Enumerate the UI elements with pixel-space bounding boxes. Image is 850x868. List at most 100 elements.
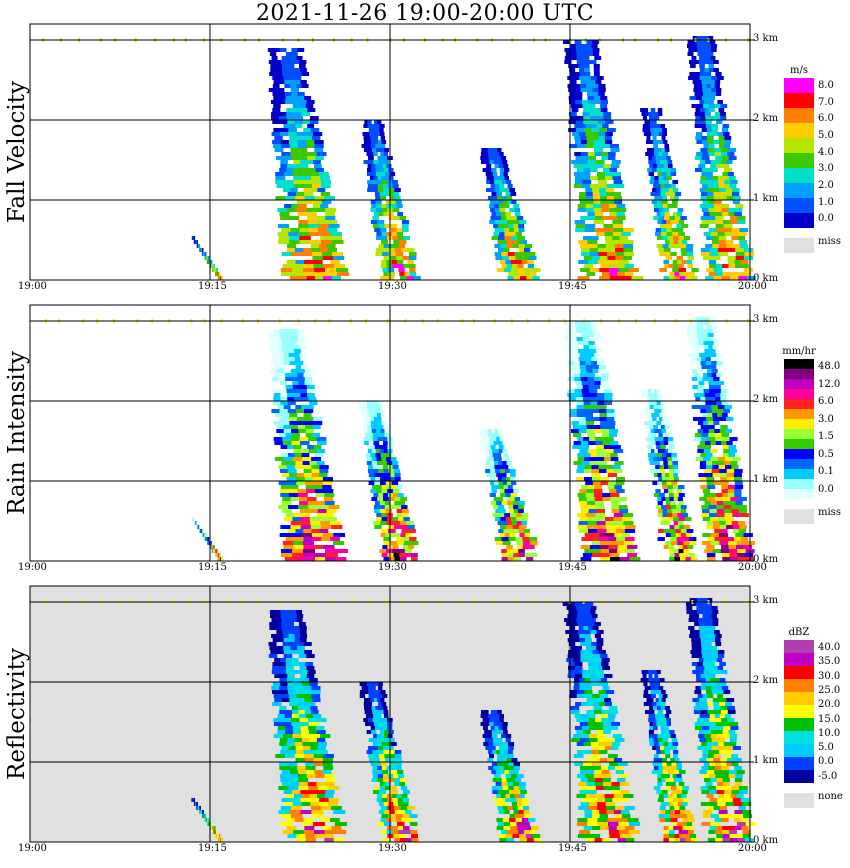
colorbar-swatch [784,429,814,439]
colorbar-label: 4.0 [818,146,834,158]
colorbar-swatch [784,705,814,718]
colorbar-swatch [784,489,814,499]
reflectivity-frame [29,585,751,843]
height-tick-label: 3 km [753,33,779,44]
colorbar-miss-label: none [818,791,843,802]
colorbar-label: 7.0 [818,96,834,108]
x-tick-label: 19:00 [18,562,47,573]
colorbar-miss-swatch [784,509,814,524]
colorbar-label: 3.0 [818,413,834,425]
colorbar-swatch [784,359,814,369]
x-tick-label: 19:30 [378,562,407,573]
height-tick-label: 0 km [753,273,779,284]
reflectivity-ylabel: Reflectivity [4,648,30,780]
x-tick-label: 19:30 [378,843,407,854]
rain-intensity-ylabel: Rain Intensity [4,351,30,515]
colorbar-label: 10.0 [818,727,841,739]
height-tick-label: 2 km [753,394,779,405]
colorbar-miss-label: miss [818,236,841,247]
colorbar-swatch [784,78,814,93]
colorbar-label: 35.0 [818,656,841,668]
colorbar-swatch [784,744,814,757]
colorbar-label: 25.0 [818,684,841,696]
height-tick-label: 2 km [753,675,779,686]
height-tick-label: 0 km [753,554,779,565]
colorbar-swatch [784,93,814,108]
colorbar-label: 2.0 [818,180,834,191]
colorbar-swatch [784,692,814,705]
colorbar-label: 12.0 [818,378,841,390]
colorbar-label: 0.0 [818,756,834,768]
colorbar-swatch [784,459,814,469]
colorbar-swatch [784,439,814,449]
colorbar-swatch [784,213,814,228]
colorbar-swatch [784,469,814,479]
colorbar-swatch [784,666,814,679]
colorbar-label: 0.0 [818,213,834,225]
x-tick-label: 19:00 [18,281,47,292]
fall-velocity-frame [29,23,751,281]
colorbar-label: 0.5 [818,448,834,460]
colorbar-label: 5.0 [818,742,834,754]
colorbar-label: 8.0 [818,80,834,91]
colorbar-swatch [784,369,814,379]
x-tick-label: 19:45 [558,843,587,854]
fall-velocity-panel [29,23,756,281]
height-tick-label: 1 km [753,193,779,204]
colorbar-label: 40.0 [818,642,841,653]
x-tick-label: 19:15 [198,562,227,573]
colorbar-label: 1.5 [818,431,834,442]
colorbar-label: 6.0 [818,113,834,125]
colorbar-label: 6.0 [818,396,834,407]
colorbar-label: 15.0 [818,713,841,725]
colorbar-miss-swatch [784,238,814,253]
fall-velocity-colorbar-unit: m/s [790,65,808,76]
x-tick-label: 19:15 [198,843,227,854]
colorbar-swatch [784,409,814,419]
rain-intensity-echo-field [45,317,756,561]
height-tick-label: 1 km [753,474,779,485]
colorbar-miss-swatch [784,793,814,808]
colorbar-label: 3.0 [818,163,834,175]
chart-title: 2021-11-26 19:00-20:00 UTC [255,1,595,26]
x-tick-label: 19:45 [558,281,587,292]
rain-intensity-frame [29,304,751,562]
fall-velocity-ylabel: Fall Velocity [4,81,30,223]
colorbar-label: 0.1 [818,466,834,477]
colorbar-swatch [784,153,814,168]
colorbar-label: 5.0 [818,130,834,141]
colorbar-swatch [784,138,814,153]
reflectivity-panel [29,585,756,843]
colorbar-label: 30.0 [818,670,841,682]
height-tick-label: 3 km [753,314,779,325]
colorbar-swatch [784,479,814,489]
x-tick-label: 20:00 [738,281,767,292]
reflectivity-colorbar-unit: dBZ [788,627,810,638]
colorbar-swatch [784,108,814,123]
colorbar-label: 0.0 [818,483,834,495]
fall-velocity-echo-field [42,36,756,280]
colorbar-swatch [784,718,814,731]
height-tick-label: 3 km [753,595,779,606]
colorbar-swatch [784,731,814,744]
colorbar-swatch [784,653,814,666]
height-tick-label: 0 km [753,835,779,846]
colorbar-label: 48.0 [818,361,841,372]
x-tick-label: 20:00 [738,562,767,573]
colorbar-label: -5.0 [818,770,838,782]
colorbar-swatch [784,183,814,198]
colorbar-swatch [784,123,814,138]
colorbar-swatch [784,757,814,770]
x-tick-label: 19:30 [378,281,407,292]
reflectivity-echo-field [44,598,756,842]
colorbar-swatch [784,679,814,692]
colorbar-swatch [784,640,814,653]
colorbar-swatch [784,449,814,459]
colorbar-swatch [784,770,814,783]
colorbar-label: 20.0 [818,699,841,711]
colorbar-label: 1.0 [818,196,834,208]
x-tick-label: 20:00 [738,843,767,854]
rain-intensity-panel [29,304,756,562]
colorbar-swatch [784,419,814,429]
